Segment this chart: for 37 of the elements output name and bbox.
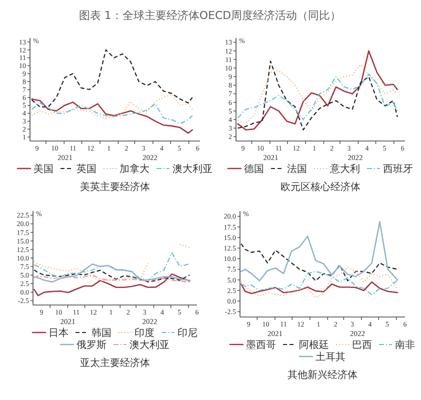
line-series [34,274,190,282]
line-series [31,94,193,119]
legend-label: 西班牙 [383,163,413,175]
line-series [240,221,398,282]
legend-label: 土耳其 [316,351,346,363]
text: 亚太主要经济体 [80,357,150,369]
line-series [240,281,398,294]
line-series [240,243,398,282]
legend-label: 美国 [34,163,54,175]
legend-label: 墨西哥 [246,340,276,351]
legend-label: 印度 [134,327,154,339]
legend-label: 澳大利亚 [130,339,170,351]
legend-label: 阿根廷 [299,339,329,351]
line-series [31,49,193,108]
legend-label: 澳大利亚 [172,163,212,175]
line-series [237,73,398,120]
line-series [31,98,193,134]
text: 其他新兴经济体 [288,369,358,381]
legend-label: 法国 [287,163,307,175]
legend-label: 加拿大 [120,163,150,175]
line-series [31,102,193,124]
legend-label: 意大利 [329,163,360,175]
line-series [33,264,190,283]
text: 欧元区核心经济体 [280,181,360,193]
legend-label: 韩国 [92,327,112,339]
line-series [34,269,190,282]
text: 图表 1：全球主要经济体OECD周度经济活动（同比） [78,9,342,22]
legend-label: 德国 [244,164,264,175]
legend-label: 俄罗斯 [76,339,106,351]
line-series [33,273,190,296]
legend-label: 巴西 [352,340,372,351]
legend-label: 英国 [76,163,96,175]
line-series [34,252,190,281]
legend-label: 日本 [48,327,68,339]
legend-label: 南非 [395,339,415,351]
text: 美英主要经济体 [80,181,150,193]
legend-label: 印尼 [178,327,198,339]
